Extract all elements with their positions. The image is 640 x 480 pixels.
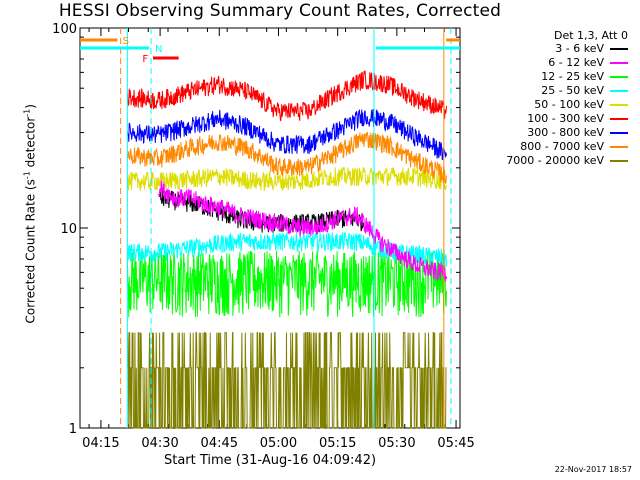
legend-label: 3 - 6 keV (555, 42, 604, 55)
series-line (126, 108, 447, 161)
legend-label: 6 - 12 keV (548, 56, 604, 69)
x-tick-label: 05:00 (260, 436, 297, 451)
series-line (126, 231, 447, 267)
legend-item: 7000 - 20000 keV (470, 154, 630, 168)
legend-swatch (610, 62, 628, 64)
legend-swatch (610, 48, 628, 50)
x-tick-label: 04:15 (82, 436, 119, 451)
legend-label: 50 - 100 keV (534, 98, 604, 111)
legend-swatch (610, 132, 628, 134)
y-tick-label: 1 (69, 422, 77, 437)
x-tick-label: 04:45 (201, 436, 238, 451)
x-tick-label: 05:15 (319, 436, 356, 451)
legend-item: 50 - 100 keV (470, 98, 630, 112)
legend-item: 6 - 12 keV (470, 56, 630, 70)
y-axis-label: Corrected Count Rate (s-1 detector-1) (22, 104, 38, 324)
x-tick-label: 05:30 (378, 436, 415, 451)
legend-item: 12 - 25 keV (470, 70, 630, 84)
x-tick-label: 05:45 (437, 436, 474, 451)
series-line (126, 131, 447, 184)
legend-swatch (610, 160, 628, 162)
legend-swatch (610, 90, 628, 92)
series-line (126, 332, 447, 429)
series-line (158, 179, 448, 282)
y-tick-label: 10 (60, 222, 77, 237)
legend-item: 800 - 7000 keV (470, 140, 630, 154)
legend-label: 800 - 7000 keV (520, 140, 604, 153)
y-tick-label: 100 (52, 22, 77, 37)
series-line (126, 70, 447, 122)
flag-label: S (123, 36, 129, 47)
flag-label: N (155, 44, 162, 55)
series-line (126, 166, 447, 192)
legend-label: 25 - 50 keV (541, 84, 604, 97)
legend-label: 300 - 800 keV (527, 126, 604, 139)
legend-swatch (610, 104, 628, 106)
legend-label: 100 - 300 keV (527, 112, 604, 125)
legend-label: 12 - 25 keV (541, 70, 604, 83)
x-tick-label: 04:30 (141, 436, 178, 451)
series-line (126, 250, 447, 318)
legend-swatch (610, 146, 628, 148)
legend-item: 25 - 50 keV (470, 84, 630, 98)
legend-item: 300 - 800 keV (470, 126, 630, 140)
timestamp: 22-Nov-2017 18:57 (554, 465, 632, 474)
legend-item: 3 - 6 keV (470, 42, 630, 56)
chart-title: HESSI Observing Summary Count Rates, Cor… (58, 1, 502, 21)
legend-swatch (610, 118, 628, 120)
legend-label: 7000 - 20000 keV (506, 154, 604, 167)
x-axis-label: Start Time (31-Aug-16 04:09:42) (163, 453, 377, 468)
legend-swatch (610, 76, 628, 78)
legend-item: 100 - 300 keV (470, 112, 630, 126)
flag-label: F (142, 54, 148, 65)
legend-title: Det 1,3, Att 0 (554, 29, 628, 42)
